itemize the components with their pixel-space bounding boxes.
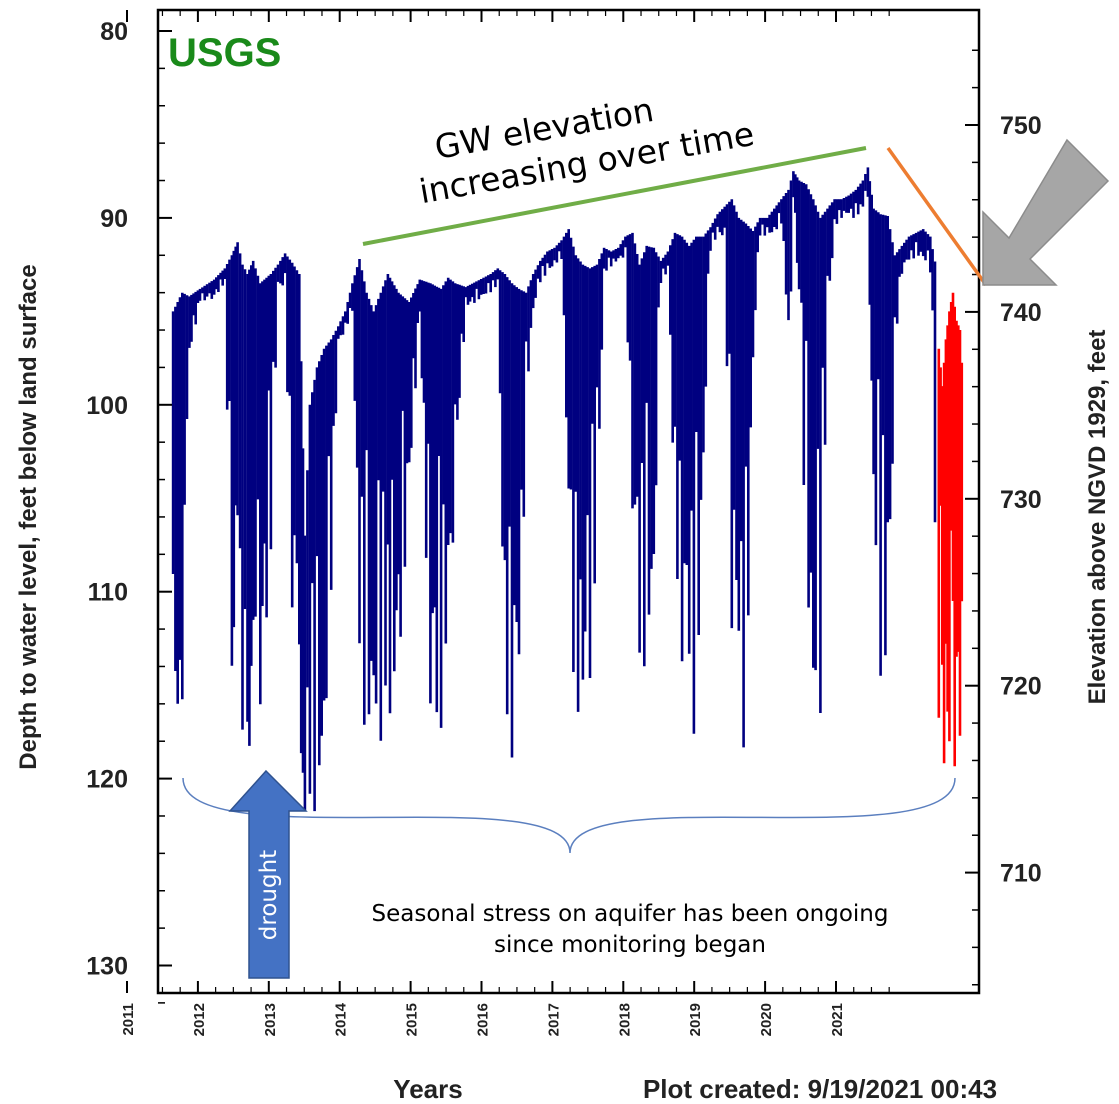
axes-layer: 80 90 100 110 120 130 750 740 730 720 710 2011 2012 2… [86, 8, 1042, 1036]
y-left-tick-label: 110 [88, 579, 128, 607]
x-tick-label: 2012 [191, 1003, 208, 1036]
y-right-tick-label: 710 [1000, 860, 1042, 888]
trend-increase-line [362, 146, 867, 246]
x-tick-label: 2013 [262, 1003, 279, 1036]
x-tick-label: 2017 [545, 1003, 562, 1036]
y-right-tick-label: 730 [1000, 486, 1042, 514]
drought-arrow [228, 769, 308, 979]
x-axis-label: Years [393, 1074, 462, 1104]
approved-series [171, 167, 937, 812]
y-axis-right-label: Elevation above NGVD 1929, feet [1084, 330, 1111, 705]
y-right-tick-label: 750 [1000, 112, 1042, 140]
recent-decline-arrow [982, 138, 1110, 286]
y-left-tick-label: 100 [86, 392, 128, 420]
x-tick-label: 2018 [616, 1003, 633, 1036]
y-right-tick-label: 720 [1000, 673, 1042, 701]
y-right-tick-label: 740 [1000, 299, 1042, 327]
y-left-tick-label: 130 [86, 953, 128, 981]
x-tick-label: 2016 [475, 1003, 492, 1036]
x-tick-label: 2014 [333, 1002, 350, 1036]
seasonal-stress-brace [182, 777, 956, 854]
trend-decrease-line [886, 146, 988, 287]
plot-frame [156, 8, 981, 995]
y-left-tick-label: 120 [86, 766, 128, 794]
x-tick-label: 2020 [758, 1003, 775, 1036]
x-tick-label: 2021 [829, 1003, 846, 1036]
y-axis-left-label: Depth to water level, feet below land su… [15, 264, 42, 769]
usgs-watermark: USGS [168, 31, 281, 75]
provisional-series [937, 292, 964, 767]
y-left-tick-label: 80 [100, 18, 128, 46]
plot-created-footer: Plot created: 9/19/2021 00:43 [643, 1074, 997, 1104]
seasonal-label-line-1: Seasonal stress on aquifer has been ongo… [372, 901, 889, 927]
seasonal-label-line-2: since monitoring began [494, 932, 766, 958]
x-tick-label: 2011 [120, 1003, 137, 1036]
trend-label: GW elevation increasing over time [416, 90, 757, 211]
y-left-tick-label: 90 [100, 205, 128, 233]
x-tick-label: 2019 [687, 1003, 704, 1036]
series-layer [171, 167, 964, 812]
x-tick-label: 2015 [404, 1003, 421, 1036]
drought-label: drought [256, 850, 282, 940]
